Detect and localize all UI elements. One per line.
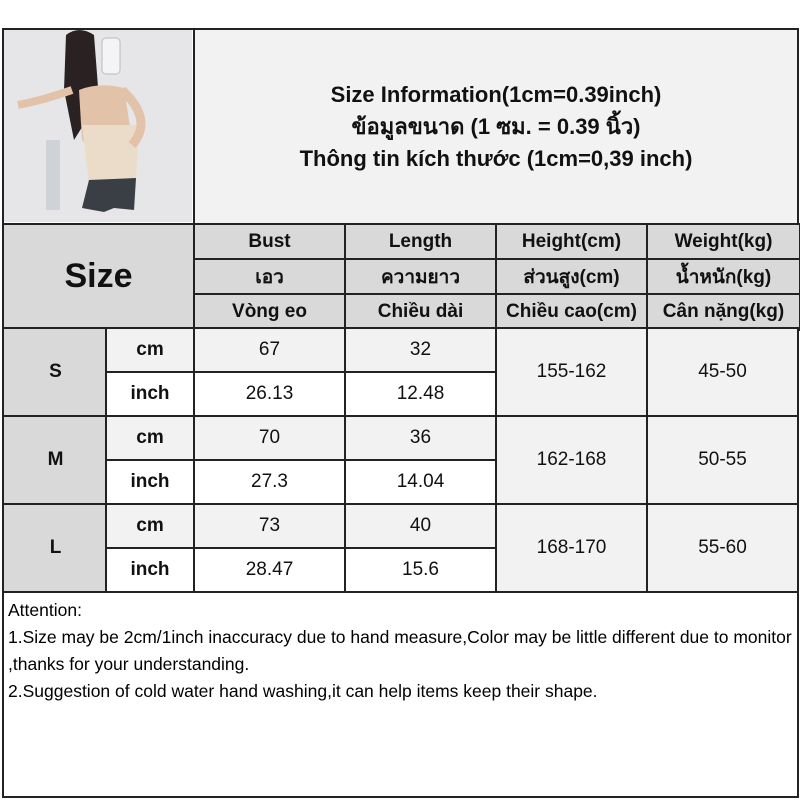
column-header-vi: Vòng eo [193,293,346,331]
column-header-en: Length [344,223,497,260]
column-header-vi: Cân nặng(kg) [646,293,800,331]
column-header-en: Height(cm) [495,223,648,260]
length-cm-value: 32 [344,327,497,373]
note-1: 1.Size may be 2cm/1inch inaccuracy due t… [8,627,792,674]
weight-range: 45-50 [646,327,799,417]
height-range: 168-170 [495,503,648,593]
height-range: 162-168 [495,415,648,505]
unit-inch: inch [105,547,195,593]
bust-cm-value: 73 [193,503,346,549]
size-label-m: M [2,415,109,505]
title-thai: ข้อมูลขนาด (1 ซม. = 0.39 นิ้ว) [351,113,641,139]
unit-cm: cm [105,327,195,373]
length-inch-value: 14.04 [344,459,497,505]
column-header-th: เอว [193,258,346,295]
column-header-en: Weight(kg) [646,223,800,260]
unit-inch: inch [105,459,195,505]
size-label-l: L [2,503,109,593]
bust-inch-value: 27.3 [193,459,346,505]
length-inch-value: 12.48 [344,371,497,417]
weight-range: 50-55 [646,415,799,505]
product-photo [4,30,192,222]
bust-inch-value: 28.47 [193,547,346,593]
bust-inch-value: 26.13 [193,371,346,417]
title-vietnamese: Thông tin kích thước (1cm=0,39 inch) [299,145,693,171]
length-cm-value: 40 [344,503,497,549]
title-english: Size Information(1cm=0.39inch) [330,81,662,107]
length-inch-value: 15.6 [344,547,497,593]
height-range: 155-162 [495,327,648,417]
notes-heading: Attention: [8,600,82,620]
column-header-th: ความยาว [344,258,497,295]
column-header-th: ส่วนสูง(cm) [495,258,648,295]
size-label-s: S [2,327,109,417]
size-info-title: Size Information(1cm=0.39inch) ข้อมูลขนา… [193,28,799,225]
unit-inch: inch [105,371,195,417]
note-2: 2.Suggestion of cold water hand washing,… [8,681,598,701]
unit-cm: cm [105,503,195,549]
column-header-vi: Chiều dài [344,293,497,331]
column-header-en: Bust [193,223,346,260]
column-header-vi: Chiều cao(cm) [495,293,648,331]
bust-cm-value: 67 [193,327,346,373]
bust-cm-value: 70 [193,415,346,461]
weight-range: 55-60 [646,503,799,593]
length-cm-value: 36 [344,415,497,461]
unit-cm: cm [105,415,195,461]
column-header-th: น้ำหนัก(kg) [646,258,800,295]
size-header: Size [2,223,195,329]
attention-notes: Attention: 1.Size may be 2cm/1inch inacc… [2,591,799,798]
